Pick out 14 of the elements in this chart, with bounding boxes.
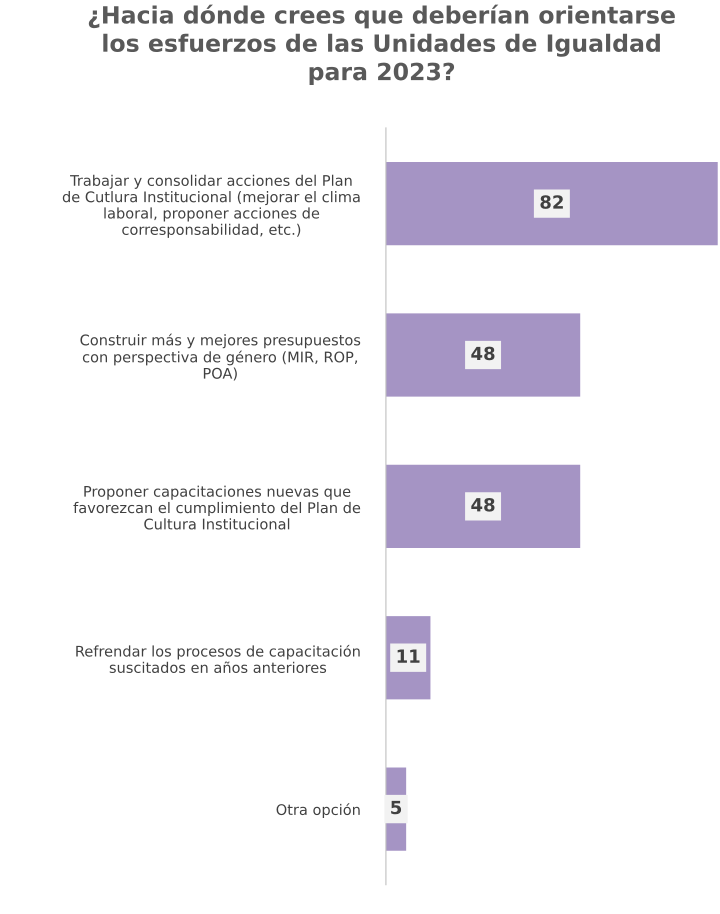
- data-label: 82: [540, 195, 563, 209]
- chart-title: ¿Hacia dónde crees que deberían orientarse los esfuerzos de las Unidades de Igualdad para 2023?: [88, 4, 675, 86]
- bar: [386, 162, 718, 246]
- y-tick-label: Refrendar los procesos de capacitación suscitados en años anteriores: [76, 644, 360, 674]
- y-tick-label: Construir más y mejores presupuestos con perspectiva de género (MIR, ROP, POA): [80, 334, 360, 381]
- y-tick-label: Otra opción: [276, 803, 360, 818]
- bar: [386, 464, 580, 548]
- data-label: 48: [471, 498, 495, 512]
- y-tick-label: Trabajar y consolidar acciones del Plan de Cutlura Institucional (mejorar el clima laboral, proponer acciones de corresponsabilidad, etc.): [62, 174, 360, 238]
- data-label: 5: [391, 800, 402, 814]
- data-label: 11: [398, 650, 420, 663]
- data-label: 48: [471, 346, 495, 360]
- y-tick-label: Proponer capacitaciones nuevas que favorezcan el cumplimiento del Plan de Cultura Institucional: [73, 486, 360, 530]
- bar: [386, 313, 580, 397]
